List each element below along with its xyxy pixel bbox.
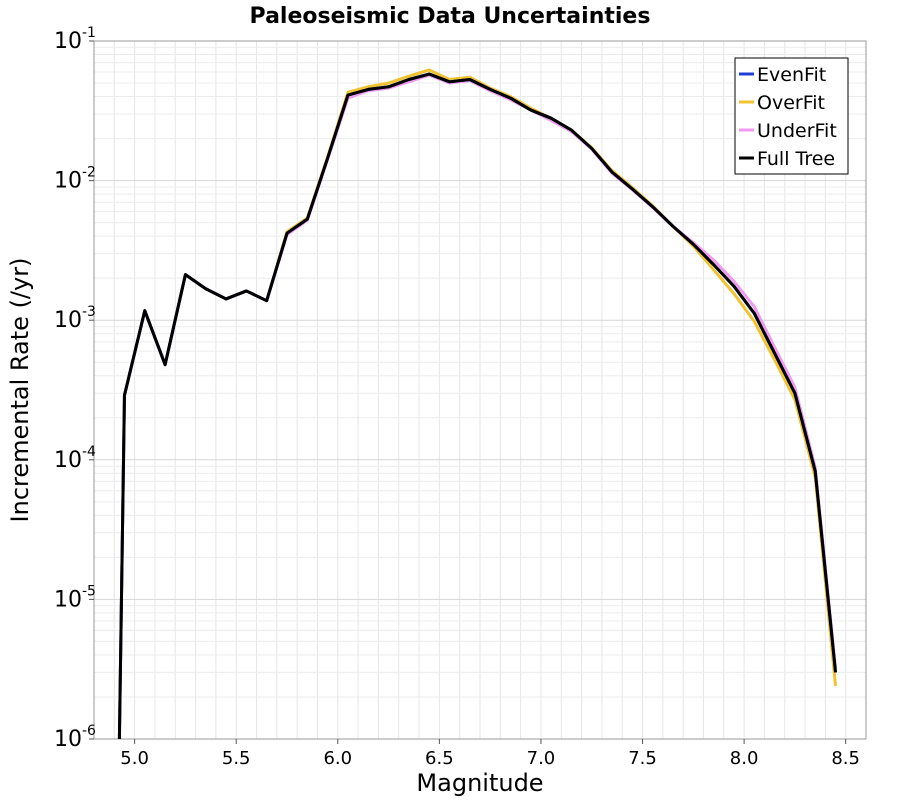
y-axis: 10-6 10-5 10-4 10-3 10-2 10-1 <box>54 25 96 752</box>
y-tick-label: 10-5 <box>54 583 96 612</box>
x-tick-label: 6.0 <box>323 748 352 769</box>
y-axis-title: Incremental Rate (/yr) <box>6 258 34 523</box>
legend-label: OverFit <box>757 92 825 114</box>
x-axis: 5.0 5.5 6.0 6.5 7.0 7.5 8.0 8.5 <box>120 739 860 769</box>
series-layer <box>117 68 838 739</box>
y-tick-label: 10-6 <box>54 723 96 752</box>
x-tick-label: 7.0 <box>527 748 556 769</box>
legend-label: EvenFit <box>757 64 826 86</box>
chart-title: Paleoseismic Data Uncertainties <box>250 4 651 29</box>
x-tick-label: 5.0 <box>120 748 149 769</box>
x-tick-label: 5.5 <box>222 748 251 769</box>
x-axis-title: Magnitude <box>416 769 543 797</box>
y-tick-label: 10-3 <box>54 304 96 333</box>
y-tick-label: 10-2 <box>54 165 96 194</box>
series-line-full-tree <box>117 72 838 739</box>
legend-label: Full Tree <box>757 148 835 170</box>
legend: EvenFit OverFit UnderFit Full Tree <box>734 57 849 175</box>
x-tick-label: 8.0 <box>730 748 759 769</box>
x-tick-label: 7.5 <box>628 748 657 769</box>
grid <box>93 41 867 740</box>
x-tick-label: 8.5 <box>831 748 860 769</box>
x-tick-label: 6.5 <box>425 748 454 769</box>
y-tick-label: 10-1 <box>54 25 96 54</box>
plot-frame <box>93 40 867 740</box>
legend-label: UnderFit <box>757 120 837 142</box>
y-tick-label: 10-4 <box>54 444 96 473</box>
legend-box <box>734 57 849 175</box>
